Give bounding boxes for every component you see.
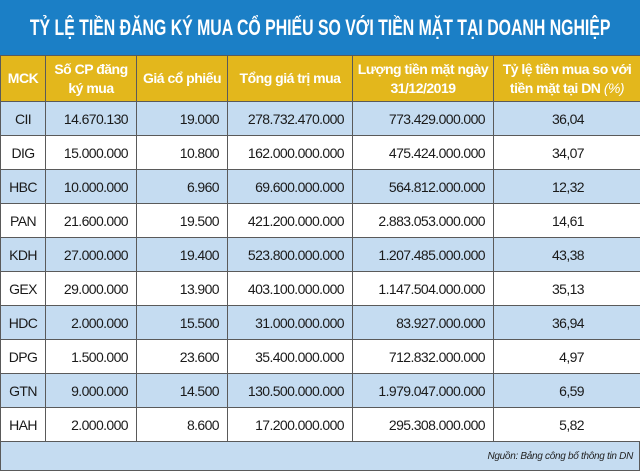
cell-cash: 83.927.000.000 xyxy=(352,305,494,340)
cell-mck: GTN xyxy=(0,373,46,408)
table-row: DPG 1.500.000 23.600 35.400.000.000 712.832.… xyxy=(0,339,640,374)
table-row: DIG 15.000.000 10.800 162.000.000.000 475.42… xyxy=(0,135,640,170)
cell-ratio: 6,59 xyxy=(493,373,640,408)
table-row: HAH 2.000.000 8.600 17.200.000.000 295.308.0… xyxy=(0,407,640,442)
cell-ratio: 14,61 xyxy=(493,203,640,238)
cell-price: 19.400 xyxy=(136,237,228,272)
header-cash: Lượng tiền mặt ngày 31/12/2019 xyxy=(352,55,494,102)
cell-mck: HDC xyxy=(0,305,46,340)
table-row: GTN 9.000.000 14.500 130.500.000.000 1.979.0… xyxy=(0,373,640,408)
cell-mck: GEX xyxy=(0,271,46,306)
cell-shares: 1.500.000 xyxy=(45,339,137,374)
cell-total-value: 278.732.470.000 xyxy=(227,101,353,136)
cell-price: 14.500 xyxy=(136,373,228,408)
cell-ratio: 35,13 xyxy=(493,271,640,306)
table-row: KDH 27.000.000 19.400 523.800.000.000 1.207.… xyxy=(0,237,640,272)
table-title-bar: TỶ LỆ TIỀN ĐĂNG KÝ MUA CỔ PHIẾU SO VỚI T… xyxy=(0,0,640,55)
cell-cash: 1.147.504.000.000 xyxy=(352,271,494,306)
cell-ratio: 43,38 xyxy=(493,237,640,272)
cell-total-value: 421.200.000.000 xyxy=(227,203,353,238)
cell-cash: 1.979.047.000.000 xyxy=(352,373,494,408)
header-row: MCK Số CP đăng ký mua Giá cổ phiếu Tổng … xyxy=(0,55,640,102)
cell-shares: 14.670.130 xyxy=(45,101,137,136)
cell-mck: HAH xyxy=(0,407,46,442)
table-row: PAN 21.600.000 19.500 421.200.000.000 2.883.… xyxy=(0,203,640,238)
source-footer: Nguồn: Bảng công bố thông tin DN xyxy=(0,442,640,471)
cell-ratio: 36,94 xyxy=(493,305,640,340)
header-shares: Số CP đăng ký mua xyxy=(45,55,137,102)
cell-shares: 21.600.000 xyxy=(45,203,137,238)
cell-cash: 295.308.000.000 xyxy=(352,407,494,442)
header-total-value: Tổng giá trị mua xyxy=(227,55,353,102)
data-table: MCK Số CP đăng ký mua Giá cổ phiếu Tổng … xyxy=(0,55,640,442)
cell-price: 13.900 xyxy=(136,271,228,306)
header-ratio-unit: (%) xyxy=(603,79,625,96)
header-price: Giá cổ phiếu xyxy=(136,55,228,102)
table-row: CII 14.670.130 19.000 278.732.470.000 773.42… xyxy=(0,101,640,136)
cell-mck: CII xyxy=(0,101,46,136)
cell-shares: 27.000.000 xyxy=(45,237,137,272)
cell-cash: 475.424.000.000 xyxy=(352,135,494,170)
cell-price: 8.600 xyxy=(136,407,228,442)
cell-total-value: 523.800.000.000 xyxy=(227,237,353,272)
cell-ratio: 34,07 xyxy=(493,135,640,170)
source-note: Nguồn: Bảng công bố thông tin DN xyxy=(487,450,633,462)
cell-shares: 29.000.000 xyxy=(45,271,137,306)
table-row: GEX 29.000.000 13.900 403.100.000.000 1.147.… xyxy=(0,271,640,306)
cell-total-value: 35.400.000.000 xyxy=(227,339,353,374)
cell-price: 19.500 xyxy=(136,203,228,238)
cell-price: 6.960 xyxy=(136,169,228,204)
cell-cash: 712.832.000.000 xyxy=(352,339,494,374)
cell-mck: DIG xyxy=(0,135,46,170)
cell-cash: 2.883.053.000.000 xyxy=(352,203,494,238)
cell-total-value: 162.000.000.000 xyxy=(227,135,353,170)
cell-price: 23.600 xyxy=(136,339,228,374)
header-ratio: Tỷ lệ tiền mua so với tiền mặt tại DN (%… xyxy=(493,55,640,102)
cell-shares: 10.000.000 xyxy=(45,169,137,204)
table-title: TỶ LỆ TIỀN ĐĂNG KÝ MUA CỔ PHIẾU SO VỚI T… xyxy=(29,14,611,40)
header-ratio-label: Tỷ lệ tiền mua so với tiền mặt tại DN xyxy=(502,60,632,96)
cell-price: 10.800 xyxy=(136,135,228,170)
cell-total-value: 69.600.000.000 xyxy=(227,169,353,204)
cell-mck: HBC xyxy=(0,169,46,204)
cell-shares: 15.000.000 xyxy=(45,135,137,170)
cell-mck: PAN xyxy=(0,203,46,238)
cell-total-value: 403.100.000.000 xyxy=(227,271,353,306)
header-mck: MCK xyxy=(0,55,46,102)
cell-mck: DPG xyxy=(0,339,46,374)
table-row: HDC 2.000.000 15.500 31.000.000.000 83.927.0… xyxy=(0,305,640,340)
cell-total-value: 130.500.000.000 xyxy=(227,373,353,408)
cell-ratio: 4,97 xyxy=(493,339,640,374)
cell-price: 15.500 xyxy=(136,305,228,340)
cell-mck: KDH xyxy=(0,237,46,272)
cell-total-value: 17.200.000.000 xyxy=(227,407,353,442)
cell-cash: 773.429.000.000 xyxy=(352,101,494,136)
cell-ratio: 36,04 xyxy=(493,101,640,136)
cell-cash: 1.207.485.000.000 xyxy=(352,237,494,272)
cell-shares: 2.000.000 xyxy=(45,407,137,442)
cell-total-value: 31.000.000.000 xyxy=(227,305,353,340)
cell-ratio: 5,82 xyxy=(493,407,640,442)
cell-ratio: 12,32 xyxy=(493,169,640,204)
table-row: HBC 10.000.000 6.960 69.600.000.000 564.812.… xyxy=(0,169,640,204)
cell-shares: 2.000.000 xyxy=(45,305,137,340)
cell-shares: 9.000.000 xyxy=(45,373,137,408)
cell-cash: 564.812.000.000 xyxy=(352,169,494,204)
cell-price: 19.000 xyxy=(136,101,228,136)
